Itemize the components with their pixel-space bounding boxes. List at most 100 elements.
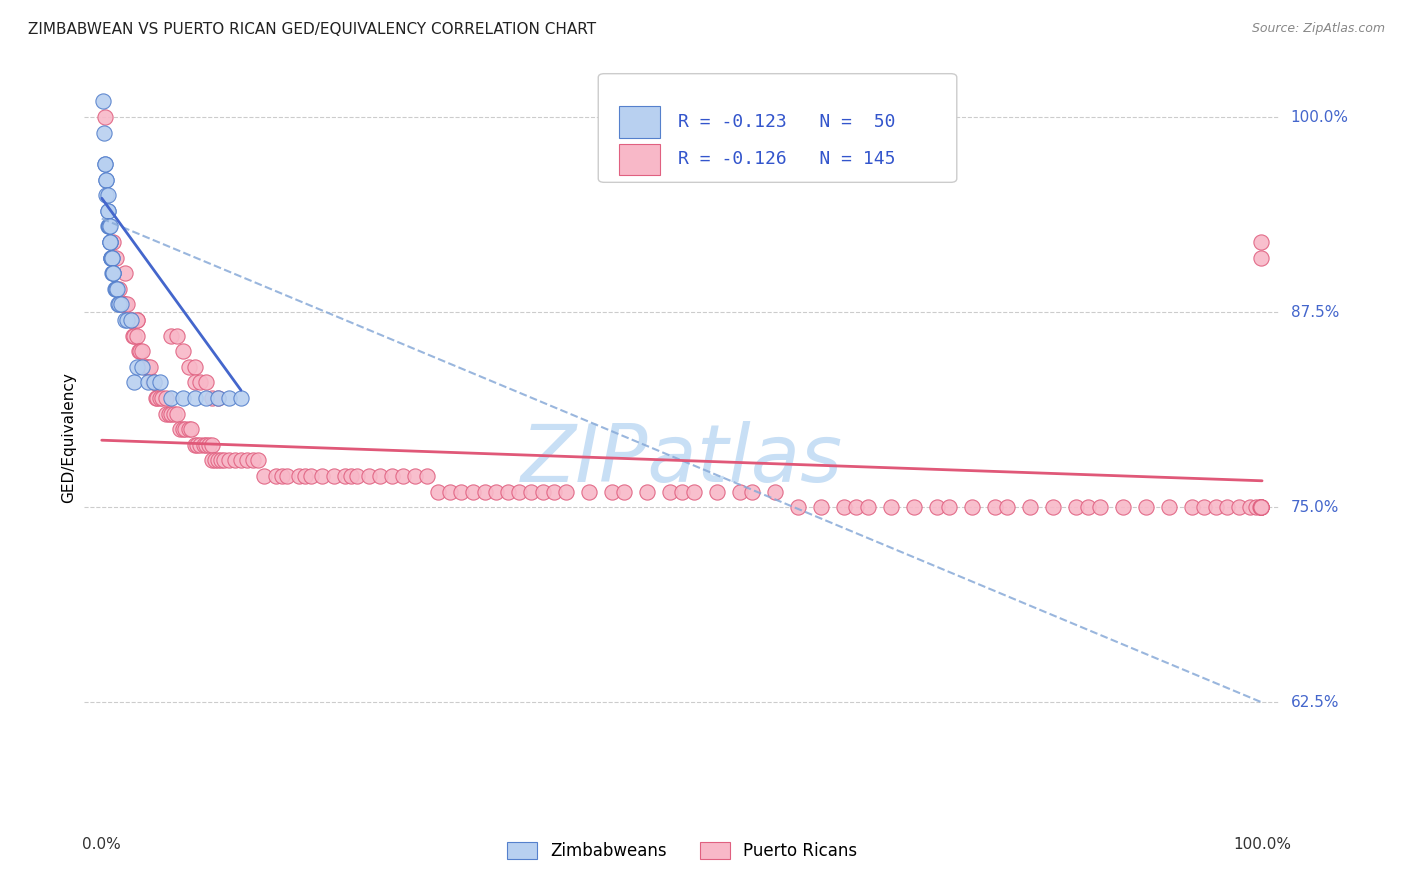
Point bbox=[299, 469, 322, 483]
Point bbox=[97, 219, 120, 234]
Point bbox=[117, 313, 139, 327]
Point bbox=[578, 484, 600, 499]
Point bbox=[150, 391, 173, 405]
Point bbox=[903, 500, 925, 515]
Point bbox=[142, 376, 165, 390]
Point bbox=[193, 438, 215, 452]
Point bbox=[415, 469, 437, 483]
Point bbox=[207, 391, 229, 405]
Point bbox=[554, 484, 576, 499]
Point bbox=[120, 313, 142, 327]
Point bbox=[157, 407, 180, 421]
Point bbox=[218, 391, 240, 405]
Point bbox=[103, 266, 125, 280]
Point bbox=[450, 484, 472, 499]
Point bbox=[201, 453, 224, 467]
Point bbox=[96, 172, 118, 186]
Point bbox=[787, 500, 810, 515]
Text: 87.5%: 87.5% bbox=[1291, 305, 1339, 319]
Point bbox=[103, 266, 125, 280]
Point bbox=[1250, 500, 1272, 515]
Point bbox=[155, 407, 177, 421]
Point bbox=[117, 297, 139, 311]
Point bbox=[1216, 500, 1239, 515]
Point bbox=[960, 500, 983, 515]
Point bbox=[125, 313, 148, 327]
Point bbox=[169, 422, 191, 436]
Point bbox=[172, 422, 194, 436]
Point bbox=[201, 438, 224, 452]
Point bbox=[136, 359, 159, 374]
Point bbox=[125, 313, 148, 327]
Point bbox=[97, 203, 120, 218]
Point bbox=[346, 469, 368, 483]
Point bbox=[104, 282, 127, 296]
Point bbox=[112, 297, 135, 311]
Point bbox=[110, 297, 132, 311]
Point bbox=[111, 297, 134, 311]
Point bbox=[114, 313, 136, 327]
Point bbox=[763, 484, 786, 499]
Point bbox=[108, 282, 131, 296]
Point bbox=[294, 469, 316, 483]
Point bbox=[96, 188, 118, 202]
Point bbox=[311, 469, 333, 483]
Point bbox=[94, 157, 117, 171]
Point bbox=[172, 391, 194, 405]
Point bbox=[166, 328, 188, 343]
Point bbox=[984, 500, 1007, 515]
Point bbox=[163, 407, 186, 421]
Point bbox=[107, 297, 129, 311]
Point bbox=[636, 484, 658, 499]
Point bbox=[1042, 500, 1064, 515]
Text: ZIPatlas: ZIPatlas bbox=[520, 420, 844, 499]
Point bbox=[100, 251, 122, 265]
Point bbox=[143, 376, 166, 390]
Point bbox=[125, 359, 148, 374]
Point bbox=[97, 203, 120, 218]
Point bbox=[218, 453, 240, 467]
Point bbox=[183, 438, 205, 452]
Text: 75.0%: 75.0% bbox=[1291, 500, 1339, 515]
Point bbox=[101, 251, 124, 265]
Point bbox=[94, 157, 117, 171]
Point bbox=[149, 376, 172, 390]
Point bbox=[1112, 500, 1135, 515]
Point bbox=[212, 453, 235, 467]
Point bbox=[120, 313, 142, 327]
Point bbox=[129, 344, 152, 359]
Point bbox=[340, 469, 363, 483]
Point bbox=[204, 453, 226, 467]
Point bbox=[103, 282, 125, 296]
Point bbox=[392, 469, 415, 483]
Point bbox=[201, 391, 224, 405]
Point bbox=[122, 376, 145, 390]
Point bbox=[706, 484, 728, 499]
Point bbox=[131, 359, 153, 374]
Point bbox=[1066, 500, 1088, 515]
Point bbox=[741, 484, 763, 499]
Text: 100.0%: 100.0% bbox=[1233, 837, 1291, 852]
Point bbox=[94, 110, 117, 124]
Point bbox=[1250, 500, 1272, 515]
FancyBboxPatch shape bbox=[619, 106, 661, 137]
Point bbox=[335, 469, 357, 483]
Point bbox=[139, 359, 162, 374]
Point bbox=[810, 500, 832, 515]
Point bbox=[197, 438, 219, 452]
Point bbox=[856, 500, 879, 515]
Text: 100.0%: 100.0% bbox=[1291, 110, 1348, 125]
Point bbox=[613, 484, 636, 499]
Point bbox=[195, 376, 218, 390]
Point bbox=[995, 500, 1018, 515]
Point bbox=[728, 484, 751, 499]
Point bbox=[207, 453, 229, 467]
Point bbox=[122, 328, 145, 343]
Point bbox=[1250, 235, 1272, 249]
Point bbox=[209, 453, 232, 467]
Point bbox=[1019, 500, 1042, 515]
Point bbox=[229, 391, 252, 405]
Point bbox=[143, 376, 166, 390]
Point bbox=[190, 376, 212, 390]
Point bbox=[224, 453, 246, 467]
